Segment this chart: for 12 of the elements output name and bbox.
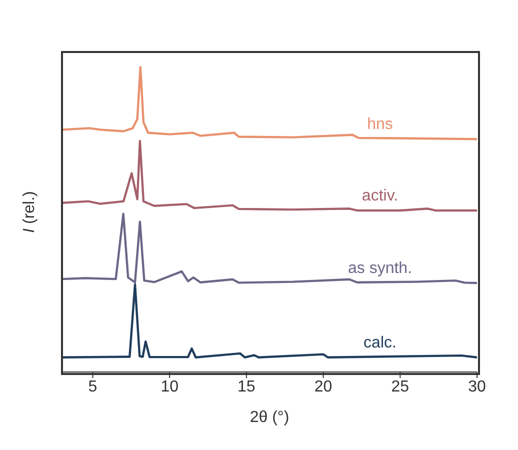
series-label: activ.	[362, 187, 398, 204]
x-axis-title: 2θ (°)	[250, 409, 290, 426]
series-label: calc.	[364, 334, 396, 352]
x-tick-label: 15	[238, 378, 256, 396]
series-label: hns	[367, 116, 393, 134]
x-tick-label: 10	[160, 378, 179, 396]
x-tick-label: 30	[468, 378, 486, 396]
x-tick-label: 5	[88, 378, 98, 396]
series-label: as synth.	[348, 260, 412, 278]
x-tick-label: 20	[314, 378, 332, 396]
x-tick-label: 25	[391, 378, 410, 396]
y-axis-title: I (rel.)	[21, 191, 39, 233]
